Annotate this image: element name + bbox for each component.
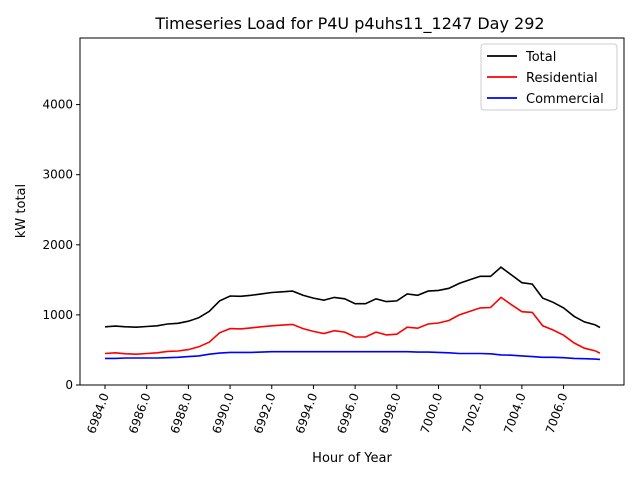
y-axis-label: kW total xyxy=(14,184,29,238)
x-tick-label: 6990.0 xyxy=(209,391,237,435)
x-tick-label: 7006.0 xyxy=(543,391,571,435)
x-tick-label: 7000.0 xyxy=(418,391,446,435)
y-tick-label: 1000 xyxy=(42,308,73,322)
series-line-commercial xyxy=(105,350,601,361)
chart-title: Timeseries Load for P4U p4uhs11_1247 Day… xyxy=(154,14,544,34)
y-tick-label: 2000 xyxy=(42,238,73,252)
x-tick-label: 6998.0 xyxy=(376,391,404,435)
x-tick-label: 6986.0 xyxy=(126,391,154,435)
y-tick-label: 0 xyxy=(65,378,73,392)
y-axis: 0 1000 2000 3000 4000 xyxy=(42,98,80,392)
x-tick-label: 6994.0 xyxy=(293,391,321,435)
x-axis: 6984.0 6986.0 6988.0 6990.0 6992.0 6994.0 6996… xyxy=(84,385,570,435)
x-tick-label: 6984.0 xyxy=(84,391,112,435)
y-tick-label: 4000 xyxy=(42,98,73,112)
x-tick-label: 7004.0 xyxy=(501,391,529,435)
x-tick-label: 6996.0 xyxy=(334,391,362,435)
legend-box xyxy=(480,43,618,111)
legend: Total Residential Commercial xyxy=(480,43,618,111)
plot-area xyxy=(79,37,625,386)
x-tick-label: 6992.0 xyxy=(251,391,279,435)
legend-label-total: Total xyxy=(525,50,556,65)
series-lines xyxy=(104,266,601,361)
y-tick-label: 3000 xyxy=(42,168,73,182)
legend-label-residential: Residential xyxy=(526,71,598,86)
legend-label-commercial: Commercial xyxy=(526,92,604,107)
x-tick-label: 7002.0 xyxy=(459,391,487,435)
x-axis-label: Hour of Year xyxy=(312,451,392,466)
series-line-total xyxy=(104,266,601,329)
series-line-residential xyxy=(104,296,601,356)
x-tick-label: 6988.0 xyxy=(168,391,196,435)
